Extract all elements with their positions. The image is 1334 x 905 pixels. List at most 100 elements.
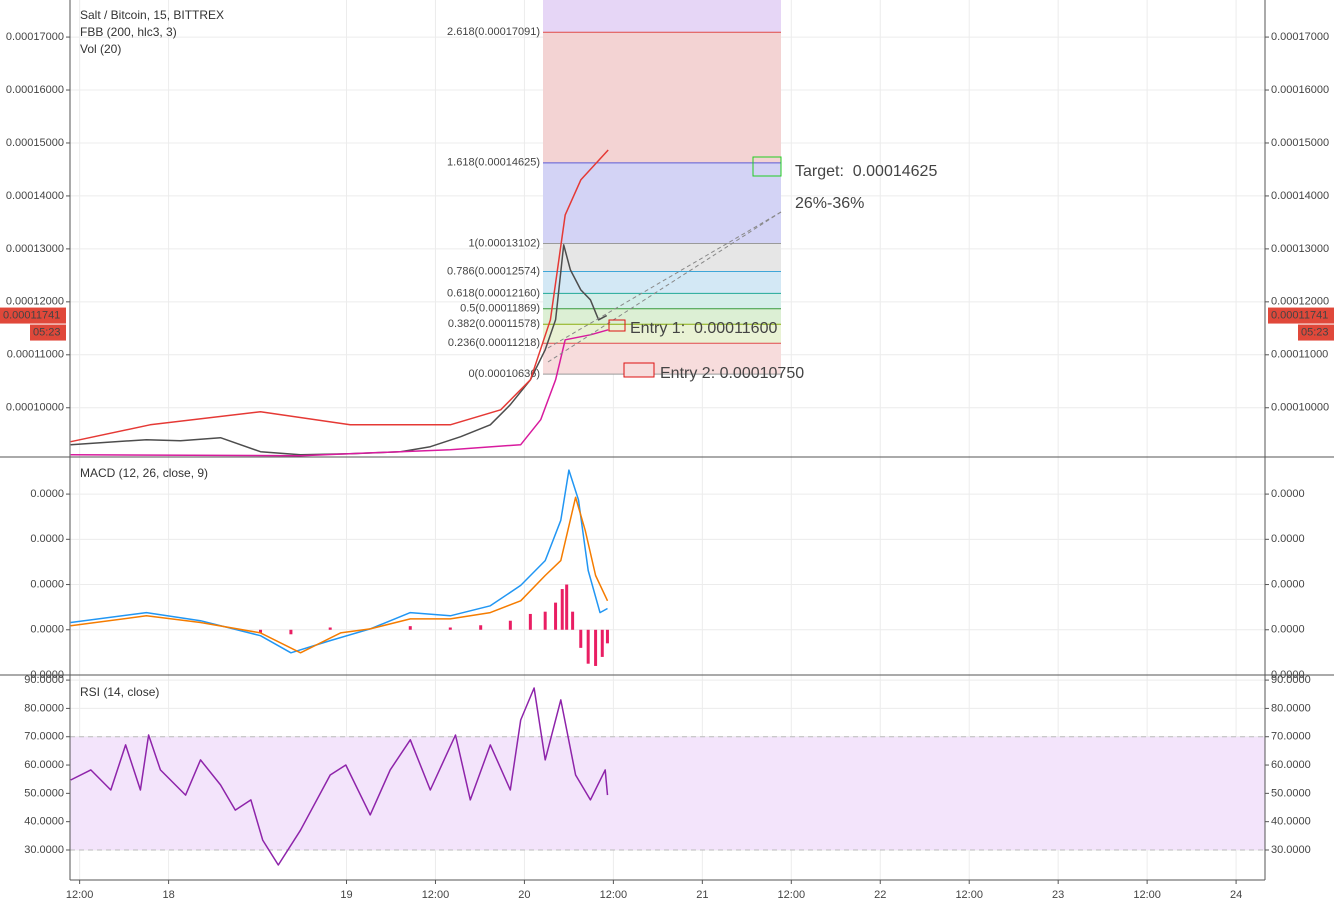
y-tick-label: 0.0000 — [30, 533, 64, 545]
entry-box — [623, 362, 655, 378]
y-tick-label: 0.00017000 — [6, 31, 64, 43]
annotation: Entry 2: 0.00010750 — [660, 365, 804, 382]
y-tick-label: 70.0000 — [1271, 731, 1311, 743]
fib-label: 0(0.00010636) — [468, 368, 540, 380]
y-tick-label: 0.00011000 — [1271, 349, 1328, 361]
y-tick-label: 30.0000 — [1271, 844, 1311, 856]
y-tick-label: 40.0000 — [24, 816, 64, 828]
drawings — [547, 156, 782, 378]
price-tag — [0, 307, 66, 324]
histogram-bar — [408, 626, 412, 630]
y-tick-label: 90.0000 — [24, 674, 64, 686]
countdown-label: 05:23 — [33, 326, 61, 338]
indicator-label: Vol (20) — [80, 42, 121, 56]
trend-line — [547, 211, 782, 349]
fib-label: 0.786(0.00012574) — [447, 265, 540, 277]
x-tick-label: 24 — [1230, 889, 1242, 901]
y-tick-label: 0.0000 — [1271, 624, 1305, 636]
pane-title: RSI (14, close) — [80, 685, 159, 699]
y-tick-label: 0.00016000 — [1271, 84, 1329, 96]
x-tick-label: 19 — [340, 889, 352, 901]
histogram-bar — [543, 611, 547, 630]
fib-zone — [543, 324, 781, 344]
fib-label: 0.382(0.00011578) — [448, 318, 540, 330]
y-tick-label: 0.00011000 — [7, 349, 64, 361]
histogram-bar — [289, 629, 293, 635]
fib-label: 0.236(0.00011218) — [448, 337, 540, 349]
fib-zone — [543, 308, 781, 325]
histogram-bar — [328, 627, 332, 630]
fib-label: 1.618(0.00014625) — [447, 157, 540, 169]
y-tick-label: 0.0000 — [30, 669, 64, 681]
y-tick-label: 0.00017000 — [1271, 31, 1329, 43]
histogram-bar — [565, 584, 569, 630]
x-tick-label: 12:00 — [1133, 889, 1161, 901]
pane-title: MACD (12, 26, close, 9) — [80, 466, 208, 480]
y-tick-label: 0.00013000 — [1271, 243, 1329, 255]
histogram-bar — [579, 629, 583, 648]
y-tick-label: 0.0000 — [1271, 488, 1305, 500]
y-tick-label: 0.00014000 — [6, 190, 64, 202]
fib-zone — [543, 162, 781, 244]
series-line — [70, 469, 608, 654]
price-tag-label: 0.00011741 — [1271, 309, 1328, 321]
histogram-bar — [554, 602, 558, 630]
y-tick-label: 0.00016000 — [6, 84, 64, 96]
y-tick-label: 0.00010000 — [6, 402, 64, 414]
histogram-bar — [605, 629, 609, 644]
y-tick-label: 60.0000 — [1271, 759, 1311, 771]
x-tick-label: 12:00 — [422, 889, 450, 901]
histogram-bar — [508, 620, 512, 630]
fib-zone — [543, 293, 781, 309]
macd-pane — [70, 457, 1265, 675]
y-tick-label: 0.00015000 — [1271, 137, 1329, 149]
y-tick-label: 70.0000 — [24, 731, 64, 743]
y-tick-label: 0.00014000 — [1271, 190, 1329, 202]
x-tick-label: 22 — [874, 889, 886, 901]
histogram-bar — [479, 625, 483, 630]
y-tick-label: 0.0000 — [30, 578, 64, 590]
y-tick-label: 0.0000 — [30, 488, 64, 500]
y-tick-label: 80.0000 — [24, 702, 64, 714]
fib-zone — [543, 0, 781, 33]
rsi-pane — [70, 675, 1265, 880]
y-tick-label: 0.00012000 — [1271, 296, 1329, 308]
x-tick-label: 18 — [162, 889, 174, 901]
x-tick-label: 12:00 — [600, 889, 628, 901]
y-tick-label: 0.0000 — [1271, 578, 1305, 590]
y-tick-label: 0.0000 — [30, 624, 64, 636]
entry-box — [608, 319, 626, 332]
chart-title: Salt / Bitcoin, 15, BITTREX — [80, 8, 224, 22]
histogram-bar — [600, 629, 604, 657]
y-tick-label: 30.0000 — [24, 844, 64, 856]
x-tick-label: 23 — [1052, 889, 1064, 901]
indicator-label: FBB (200, hlc3, 3) — [80, 25, 177, 39]
y-tick-label: 50.0000 — [1271, 787, 1311, 799]
histogram-bar — [448, 627, 452, 630]
fib-zone — [543, 243, 781, 272]
series-line — [70, 244, 608, 456]
x-tick-label: 12:00 — [955, 889, 983, 901]
fib-label: 2.618(0.00017091) — [447, 26, 540, 38]
countdown-label: 05:23 — [1301, 326, 1329, 338]
histogram-bar — [259, 629, 263, 633]
y-tick-label: 0.00010000 — [1271, 402, 1329, 414]
y-tick-label: 80.0000 — [1271, 702, 1311, 714]
x-tick-label: 12:00 — [778, 889, 806, 901]
x-tick-label: 21 — [696, 889, 708, 901]
price-tag-label: 0.00011741 — [3, 309, 60, 321]
price-tag — [1268, 307, 1334, 324]
y-tick-label: 0.0000 — [1271, 669, 1305, 681]
annotation: Entry 1: 0.00011600 — [630, 320, 777, 337]
series-line — [70, 687, 609, 866]
series-line — [70, 496, 609, 654]
y-tick-label: 40.0000 — [1271, 816, 1311, 828]
target-box — [752, 156, 782, 177]
price-pane: 2.618(0.00017091) 1.618(0.00014625) 1(0.00… — [70, 0, 1265, 457]
y-tick-label: 0.00013000 — [6, 243, 64, 255]
fib-label: 0.5(0.00011869) — [460, 303, 540, 315]
histogram-bar — [594, 629, 598, 666]
fib-zone — [543, 343, 781, 375]
histogram-bar — [528, 613, 532, 630]
